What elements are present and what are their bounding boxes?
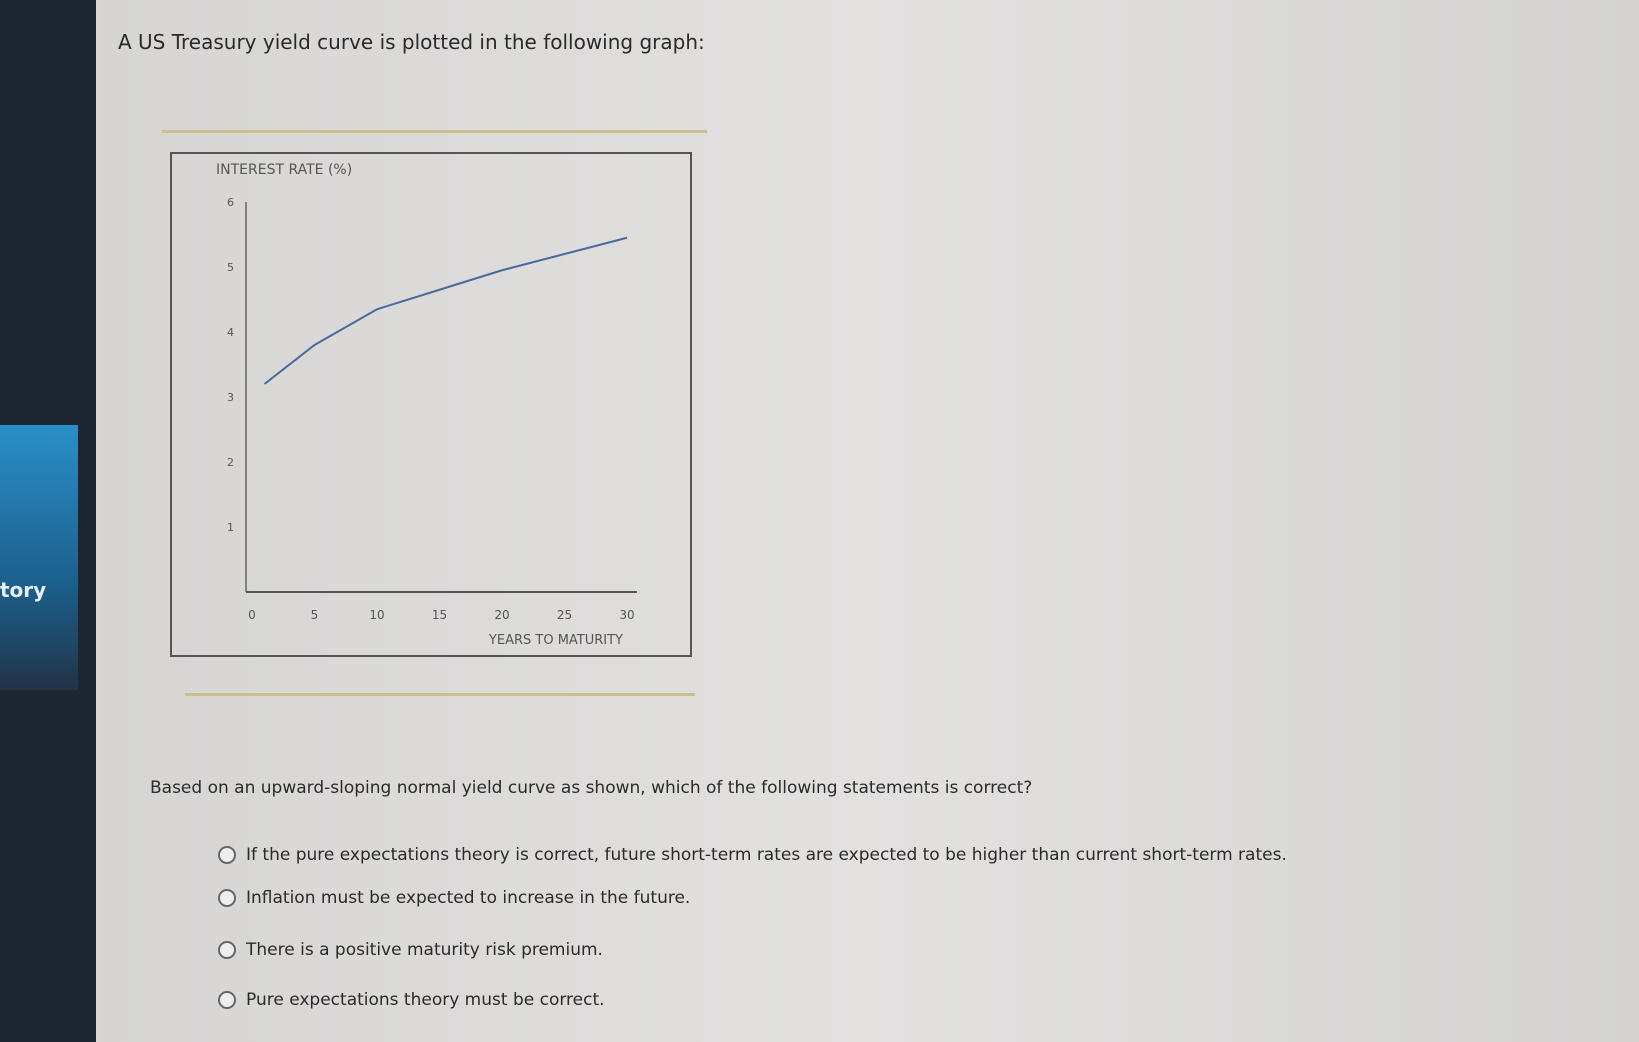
radio-button[interactable] (218, 846, 236, 864)
radio-button[interactable] (218, 941, 236, 959)
option-label: If the pure expectations theory is corre… (246, 845, 1287, 865)
x-tick-label: 15 (432, 608, 447, 622)
x-axis-label: YEARS TO MATURITY (488, 633, 623, 648)
answer-option-4[interactable]: Pure expectations theory must be correct… (218, 990, 605, 1010)
y-tick-label: 3 (227, 391, 234, 404)
yield-curve-line (263, 236, 628, 385)
y-tick-label: 1 (227, 521, 234, 534)
radio-button[interactable] (218, 991, 236, 1009)
y-axis-label: INTEREST RATE (%) (216, 162, 352, 178)
divider-top (162, 130, 707, 133)
x-tick-label: 30 (619, 608, 634, 622)
yield-curve-chart: INTEREST RATE (%) YEARS TO MATURITY 1 2 3 4 5 6… (216, 162, 637, 648)
chart-container: INTEREST RATE (%) YEARS TO MATURITY 1 2 3 4 5 6… (170, 152, 692, 657)
question-prompt: Based on an upward-sloping normal yield … (150, 778, 1033, 798)
sidebar-item-active[interactable] (0, 425, 78, 690)
x-tick-label: 5 (311, 608, 319, 622)
option-label: Inflation must be expected to increase i… (246, 888, 691, 908)
y-tick-label: 2 (227, 456, 234, 469)
sidebar: tory (0, 0, 96, 1042)
y-tick-label: 4 (227, 326, 234, 339)
option-label: There is a positive maturity risk premiu… (246, 940, 603, 960)
y-tick-label: 6 (227, 196, 234, 209)
divider-bottom (185, 693, 695, 696)
x-tick-label: 20 (494, 608, 509, 622)
main-content (100, 0, 1639, 1042)
y-tick-label: 5 (227, 261, 234, 274)
x-tick-label: 10 (369, 608, 384, 622)
x-tick-label: 0 (248, 608, 256, 622)
question-intro: A US Treasury yield curve is plotted in … (118, 30, 705, 54)
radio-button[interactable] (218, 889, 236, 907)
answer-option-2[interactable]: Inflation must be expected to increase i… (218, 888, 690, 908)
answer-option-1[interactable]: If the pure expectations theory is corre… (218, 845, 1287, 865)
sidebar-item-label[interactable]: tory (0, 578, 47, 602)
answer-option-3[interactable]: There is a positive maturity risk premiu… (218, 940, 603, 960)
option-label: Pure expectations theory must be correct… (246, 990, 605, 1010)
x-tick-label: 25 (557, 608, 572, 622)
